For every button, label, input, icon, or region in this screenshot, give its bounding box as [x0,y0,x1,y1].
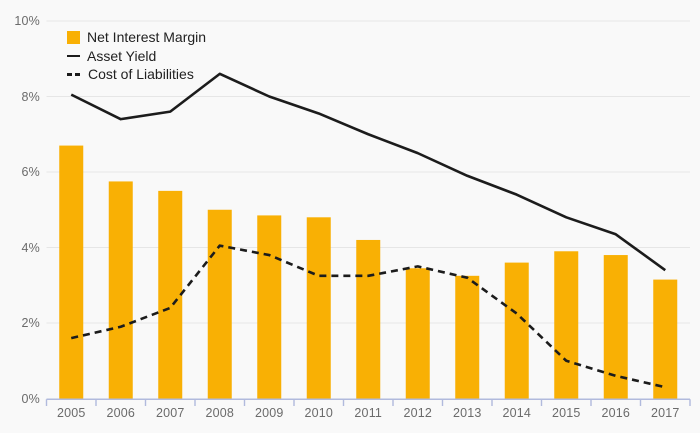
y-axis-label: 6% [21,165,40,179]
x-axis-label-2007: 2007 [155,406,185,420]
bar-2006 [108,181,133,399]
x-axis-label-2013: 2013 [452,406,482,420]
bar-2010 [306,217,331,399]
y-axis: 0% 2% 4% 6% 8% 10% [0,0,40,433]
bar-2014 [504,262,529,399]
x-axis-label-2012: 2012 [403,406,433,420]
y-axis-label: 8% [21,89,40,104]
legend-label: Cost of Liabilities [88,66,194,83]
bar-2011 [356,239,381,399]
bar-2008 [207,209,232,399]
legend-item-net-interest-margin: Net Interest Margin [67,28,206,47]
cost-of-liabilities-line-icon [67,73,81,76]
x-axis-label-2011: 2011 [354,406,383,420]
x-axis-label-2008: 2008 [205,406,235,420]
x-axis-label-2009: 2009 [254,406,284,420]
bar-2009 [257,215,282,399]
net-interest-margin-swatch-icon [67,30,80,44]
bar-2012 [405,268,430,399]
bar-2015 [554,251,579,399]
legend-label: Asset Yield [87,47,157,64]
x-axis-label-2006: 2006 [106,406,136,420]
legend-item-cost-of-liabilities: Cost of Liabilities [67,65,206,84]
asset-yield-line-icon [67,54,80,58]
y-axis-label: 4% [21,240,40,255]
bar-2017 [653,279,678,399]
x-axis-label-2005: 2005 [56,406,86,420]
y-axis-label: 2% [21,316,40,330]
x-axis-label-2010: 2010 [304,406,334,420]
x-axis-label-2015: 2015 [551,406,581,420]
y-axis-label: 10% [14,14,40,28]
bar-2005 [59,145,84,399]
x-axis-label-2017: 2017 [650,406,680,420]
bar-2007 [158,190,183,399]
legend: Net Interest Margin Asset Yield Cost of … [67,28,206,84]
legend-item-asset-yield: Asset Yield [67,47,206,66]
cost-of-liabilities-line [70,244,666,389]
asset-yield-line [70,72,667,272]
x-axis-label-2014: 2014 [502,406,532,420]
y-axis-label: 0% [21,391,40,406]
legend-label: Net Interest Margin [87,29,207,46]
bar-2013 [455,275,480,399]
x-axis-label-2016: 2016 [601,406,631,420]
